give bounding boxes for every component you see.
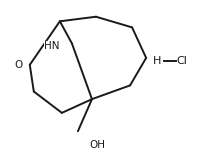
Text: HN: HN: [44, 41, 60, 51]
Text: OH: OH: [89, 140, 105, 150]
Text: H: H: [153, 56, 161, 66]
Text: O: O: [15, 60, 23, 70]
Text: Cl: Cl: [177, 56, 187, 66]
